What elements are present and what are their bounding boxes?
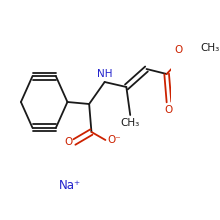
Text: Na⁺: Na⁺ xyxy=(59,178,81,191)
Text: CH₃: CH₃ xyxy=(201,43,220,53)
Text: O⁻: O⁻ xyxy=(107,135,121,145)
Text: O: O xyxy=(65,137,73,147)
Text: O: O xyxy=(165,105,173,115)
Text: O: O xyxy=(175,45,183,55)
Text: NH: NH xyxy=(97,69,112,79)
Text: CH₃: CH₃ xyxy=(121,118,140,128)
